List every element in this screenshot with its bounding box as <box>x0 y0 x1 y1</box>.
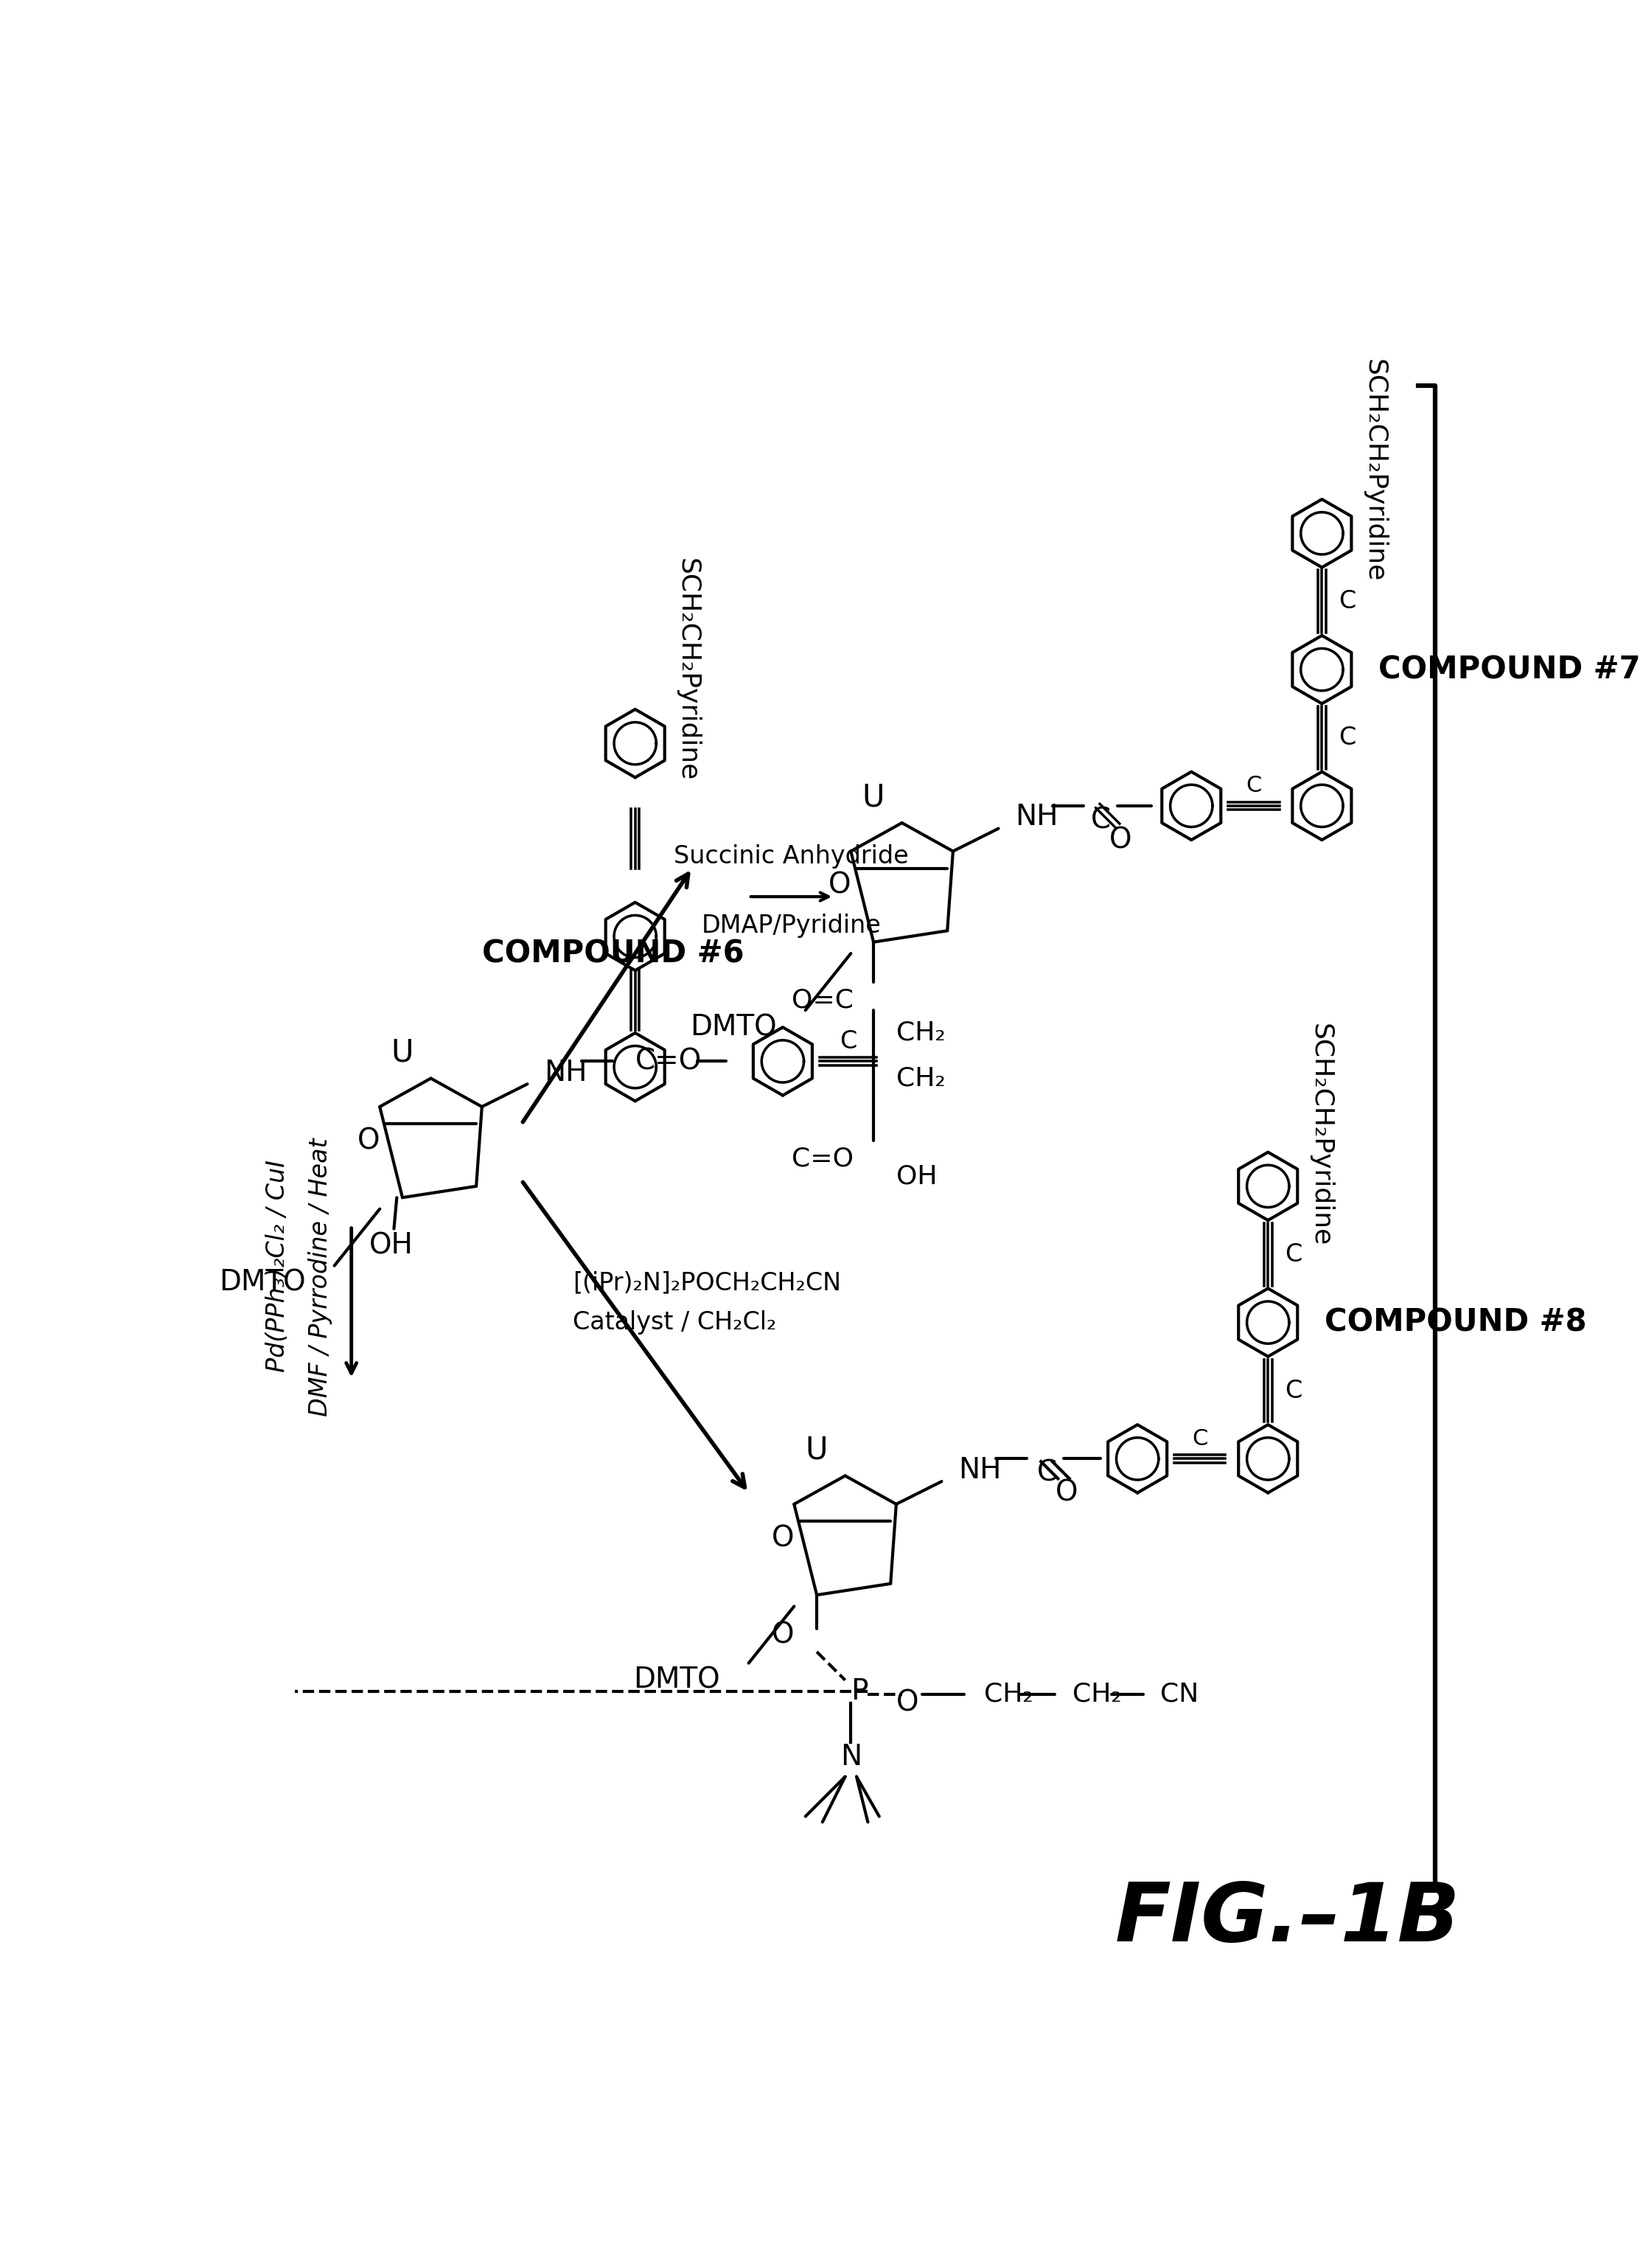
Text: SCH₂CH₂Pyridine: SCH₂CH₂Pyridine <box>1362 358 1387 583</box>
Text: C: C <box>1285 1243 1303 1266</box>
Text: CH₂: CH₂ <box>895 1066 945 1091</box>
Text: U: U <box>863 782 886 812</box>
Text: O=C: O=C <box>792 987 854 1012</box>
Text: SCH₂CH₂Pyridine: SCH₂CH₂Pyridine <box>1308 1023 1332 1247</box>
Text: C: C <box>1193 1429 1208 1449</box>
Text: CH₂: CH₂ <box>1073 1683 1122 1708</box>
Text: O: O <box>1109 826 1132 855</box>
Text: C: C <box>1339 590 1355 615</box>
Text: DMTO: DMTO <box>634 1667 720 1694</box>
Text: C: C <box>1037 1458 1056 1488</box>
Text: CH₂: CH₂ <box>895 1021 945 1046</box>
Text: NH: NH <box>544 1059 588 1086</box>
Text: U: U <box>391 1036 414 1068</box>
Text: C=O: C=O <box>636 1048 702 1075</box>
Text: Catalyst / CH₂Cl₂: Catalyst / CH₂Cl₂ <box>573 1311 777 1334</box>
Text: Pd(PPh₃)₂Cl₂ / CuI: Pd(PPh₃)₂Cl₂ / CuI <box>266 1159 289 1372</box>
Text: CN: CN <box>1160 1683 1199 1708</box>
Text: C: C <box>840 1030 856 1055</box>
Text: O: O <box>897 1690 918 1717</box>
Text: SCH₂CH₂Pyridine: SCH₂CH₂Pyridine <box>675 558 700 780</box>
Text: O: O <box>828 871 851 900</box>
Text: COMPOUND #8: COMPOUND #8 <box>1324 1306 1587 1338</box>
Text: Succinic Anhydride: Succinic Anhydride <box>674 844 909 869</box>
Text: C: C <box>1285 1379 1303 1404</box>
Text: COMPOUND #7: COMPOUND #7 <box>1378 653 1641 685</box>
Text: FIG.–1B: FIG.–1B <box>1116 1880 1461 1957</box>
Text: C: C <box>1091 805 1111 835</box>
Text: C: C <box>1339 726 1355 751</box>
Text: C=O: C=O <box>792 1148 854 1173</box>
Text: O: O <box>1055 1479 1078 1506</box>
Text: DMTO: DMTO <box>219 1268 306 1297</box>
Text: U: U <box>805 1436 828 1465</box>
Text: C: C <box>1245 776 1262 796</box>
Text: DMTO: DMTO <box>690 1014 777 1041</box>
Text: CH₂: CH₂ <box>984 1683 1033 1708</box>
Text: DMF / Pyrrodine / Heat: DMF / Pyrrodine / Heat <box>307 1139 332 1415</box>
Text: OH: OH <box>370 1232 412 1259</box>
Text: NH: NH <box>1015 803 1058 830</box>
Text: N: N <box>840 1742 861 1771</box>
Text: [(iPr)₂N]₂POCH₂CH₂CN: [(iPr)₂N]₂POCH₂CH₂CN <box>573 1270 841 1295</box>
Text: OH: OH <box>895 1163 937 1188</box>
Text: DMAP/Pyridine: DMAP/Pyridine <box>702 914 881 939</box>
Text: O: O <box>772 1622 794 1649</box>
Text: O: O <box>357 1127 380 1154</box>
Text: NH: NH <box>958 1456 1002 1483</box>
Text: P: P <box>851 1678 868 1706</box>
Text: COMPOUND #6: COMPOUND #6 <box>481 939 744 968</box>
Text: O: O <box>772 1524 794 1551</box>
